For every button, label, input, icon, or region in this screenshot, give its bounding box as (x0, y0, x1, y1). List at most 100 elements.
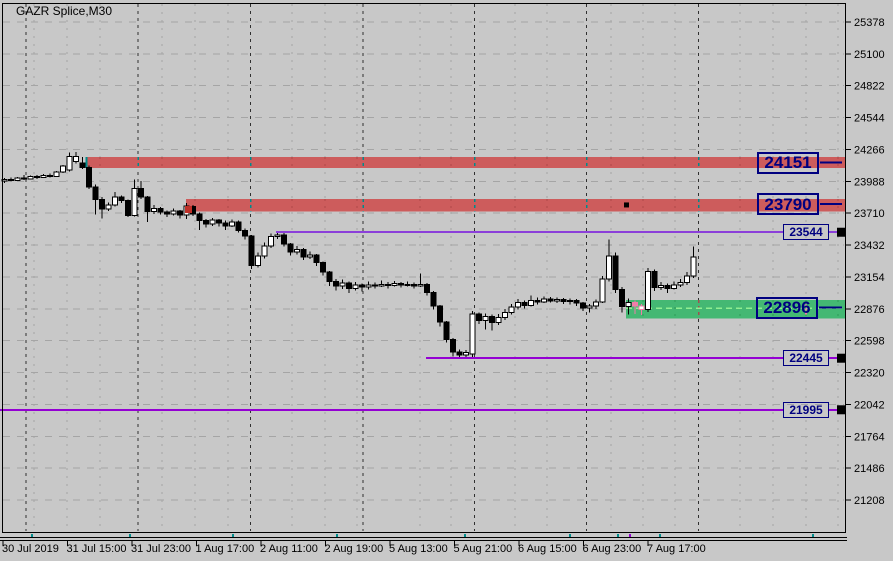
price-axis-label: 24544 (854, 113, 885, 125)
axis-line-handle-23544[interactable] (837, 227, 846, 237)
plot-border (2, 3, 846, 533)
candle-body (508, 306, 515, 313)
candle-body (372, 284, 378, 287)
zone-drag-handle[interactable] (624, 202, 629, 208)
time-axis-label: 31 Jul 23:00 (131, 543, 191, 555)
grid-lines (3, 4, 844, 531)
candle-body (664, 284, 671, 289)
candle-body (14, 177, 21, 182)
time-axis-label: 30 Jul 2019 (2, 543, 59, 555)
candle-body (560, 299, 567, 302)
candle-body (170, 210, 177, 215)
price-axis-label: 22042 (854, 399, 885, 411)
candle-body (229, 221, 235, 227)
price-level-label-23544[interactable]: 23544 (783, 224, 829, 240)
candle-body (632, 302, 638, 307)
candle-body (476, 313, 482, 321)
candle-body (567, 299, 573, 302)
candle-body (359, 284, 365, 288)
candle-body (541, 298, 547, 303)
price-level-label-22445[interactable]: 22445 (783, 350, 829, 366)
candle-body (92, 186, 99, 200)
candle-body (580, 302, 586, 309)
candle-body (281, 234, 287, 245)
candle-body (60, 165, 66, 173)
candle-body (469, 313, 476, 355)
candle-body (482, 315, 489, 321)
candle-body (417, 283, 424, 287)
candle-body (47, 174, 53, 178)
candles (1, 151, 697, 359)
price-level-label-22896[interactable]: 22896 (756, 296, 818, 319)
axis-line-handle-21995[interactable] (837, 405, 846, 415)
price-axis-label: 24822 (854, 81, 885, 93)
candle-body (521, 302, 528, 306)
candle-body (352, 284, 359, 289)
zone-rect-24151[interactable] (86, 157, 845, 168)
candle-body (99, 198, 105, 210)
candle-body (216, 219, 222, 224)
candle-body (320, 261, 326, 273)
candle-body (300, 248, 307, 258)
candle-body (599, 278, 606, 303)
time-axis-label: 2 Aug 11:00 (260, 543, 318, 555)
candle-body (677, 282, 684, 286)
time-axis-label: 5 Aug 13:00 (389, 543, 448, 555)
candle-body (222, 222, 229, 227)
axis-line-handle-22445[interactable] (837, 353, 846, 363)
candle-body (73, 155, 79, 163)
candle-body (112, 196, 118, 206)
candle-body (684, 275, 690, 284)
price-axis-label: 23154 (854, 272, 885, 284)
candle-body (268, 236, 274, 247)
candle-body (86, 166, 92, 188)
candle-body (612, 255, 619, 290)
candle-body (502, 311, 508, 319)
price-level-label-23790[interactable]: 23790 (757, 193, 819, 215)
candle-body (554, 299, 560, 302)
price-axis[interactable]: 25378 25100 24822 24544 24266 23988 23710 23432… (845, 17, 885, 507)
candle-body (463, 351, 469, 356)
candle-body (547, 298, 554, 302)
price-axis-label: 25378 (854, 17, 885, 29)
candle-body (489, 315, 495, 324)
candle-body (248, 235, 255, 266)
object-handles (185, 202, 846, 415)
candle-body (391, 283, 398, 286)
candle-body (203, 220, 209, 225)
price-axis-label: 21764 (854, 431, 885, 443)
candle-body (118, 196, 125, 202)
candle-body (66, 155, 73, 171)
candle-body (671, 284, 677, 289)
candle-body (274, 234, 281, 238)
time-axis-label: 6 Aug 23:00 (583, 543, 642, 555)
candle-body (27, 176, 34, 180)
candle-body (105, 204, 112, 210)
candle-body (424, 283, 430, 293)
zone-rect-23790[interactable] (186, 199, 845, 212)
price-axis-label: 21486 (854, 463, 885, 475)
candle-body (378, 283, 385, 287)
candle-body (125, 200, 131, 216)
time-axis[interactable]: 30 Jul 2019 31 Jul 15:00 31 Jul 23:00 1 Aug… (2, 534, 814, 555)
zone-rect-22896[interactable] (626, 300, 845, 319)
candle-body (21, 177, 27, 180)
candle-body (365, 284, 372, 288)
candle-body (79, 162, 86, 168)
candle-body (8, 178, 14, 182)
candle-body (313, 254, 320, 263)
candle-body (690, 256, 697, 277)
price-axis-label: 24266 (854, 144, 885, 156)
price-axis-label: 23432 (854, 240, 885, 252)
candle-body (593, 301, 599, 307)
candle-body (131, 188, 138, 216)
price-level-label-24151[interactable]: 24151 (757, 151, 819, 174)
candle-body (261, 245, 268, 257)
candle-body (515, 302, 521, 308)
zone-anchor-handle[interactable] (185, 206, 192, 214)
candle-body (437, 305, 443, 323)
candle-body (645, 271, 651, 310)
price-level-label-21995[interactable]: 21995 (783, 402, 829, 418)
